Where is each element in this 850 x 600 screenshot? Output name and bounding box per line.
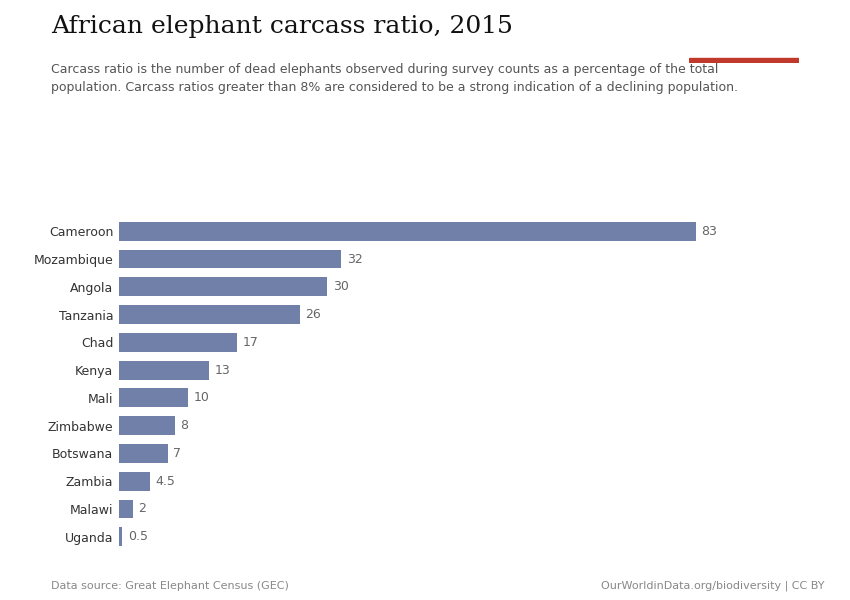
Text: Carcass ratio is the number of dead elephants observed during survey counts as a: Carcass ratio is the number of dead elep…: [51, 63, 738, 94]
Bar: [119, 305, 299, 324]
Bar: [119, 527, 122, 546]
Text: 7: 7: [173, 447, 181, 460]
Bar: [119, 388, 189, 407]
Text: 10: 10: [194, 391, 210, 404]
Bar: [119, 416, 174, 435]
Text: in Data: in Data: [722, 38, 765, 49]
Bar: [119, 250, 342, 268]
Text: 30: 30: [333, 280, 348, 293]
Text: OurWorldinData.org/biodiversity | CC BY: OurWorldinData.org/biodiversity | CC BY: [601, 581, 824, 591]
Text: 32: 32: [347, 253, 363, 266]
Bar: [119, 472, 150, 491]
Bar: [119, 361, 209, 380]
Bar: [119, 222, 695, 241]
Bar: [119, 444, 167, 463]
Text: 4.5: 4.5: [156, 475, 176, 488]
Text: 2: 2: [139, 502, 146, 515]
Bar: [119, 333, 237, 352]
Text: 13: 13: [215, 364, 230, 377]
Text: 17: 17: [242, 336, 258, 349]
Text: 83: 83: [701, 225, 717, 238]
Text: Our World: Our World: [714, 21, 774, 31]
Bar: [119, 500, 133, 518]
Text: 26: 26: [305, 308, 321, 321]
Text: Data source: Great Elephant Census (GEC): Data source: Great Elephant Census (GEC): [51, 581, 289, 591]
Bar: [688, 58, 799, 63]
Text: African elephant carcass ratio, 2015: African elephant carcass ratio, 2015: [51, 15, 513, 38]
Bar: [119, 277, 327, 296]
Text: 8: 8: [180, 419, 188, 432]
Text: 0.5: 0.5: [128, 530, 148, 543]
